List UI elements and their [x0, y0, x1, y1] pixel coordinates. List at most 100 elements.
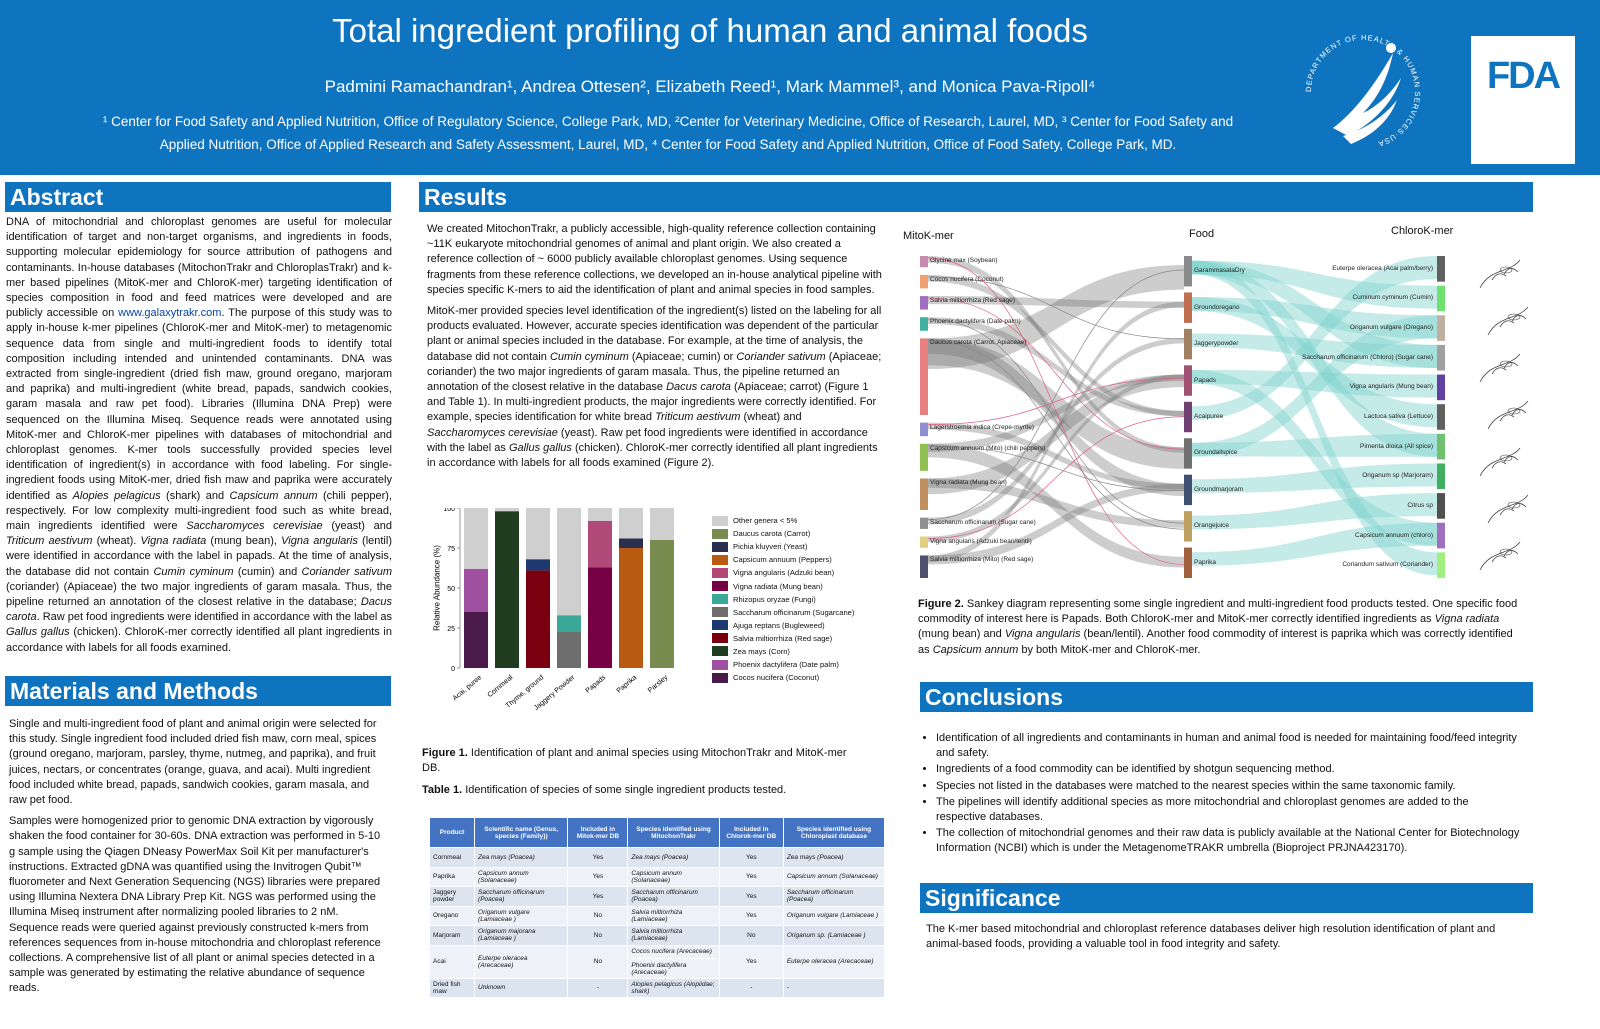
table-cell: Alopies pelagicus (Alopiidae; shark) [627, 977, 720, 998]
bar-segment [526, 559, 550, 571]
table-cell: No [567, 905, 629, 926]
table-cell: Origanum sp. (Lamiaceae ) [782, 925, 886, 946]
sankey-chlorokmer-flow [1192, 260, 1437, 309]
table-row: Acai Euterpe oleracea (Arecaceae) No Cocos … [428, 944, 886, 979]
table-cell: Paprika [428, 866, 476, 887]
plant-sketch [1499, 548, 1513, 556]
abstract-text: . The purpose of this study was to apply… [6, 307, 392, 502]
species-name: Coriander sativum [736, 350, 826, 363]
galaxytrakr-link[interactable]: www.galaxytrakr.com [118, 307, 222, 320]
sankey-node-label: Groundmarjoram [1194, 485, 1244, 493]
sankey-node-label: Pimenta dioica (All spice) [1360, 442, 1433, 450]
sankey-chlorokmer-node [1437, 404, 1445, 430]
legend-swatch [712, 581, 728, 592]
sankey-food-node [1184, 328, 1192, 360]
legend-swatch [712, 554, 728, 565]
table-cell: Salvia miltiorrhiza (Lamiaceae) [627, 925, 720, 946]
table-header-cell: Included in Mitok-mer DB [567, 817, 629, 848]
conclusion-item: The pipelines will identify additional s… [936, 795, 1520, 825]
legend-item: Cocos nucifera (Coconut) [712, 671, 892, 684]
sankey-chlorokmer-node [1437, 344, 1445, 371]
legend-item: Saccharum officinarum (Sugarcane) [712, 606, 892, 619]
legend-item: Vigna angularis (Adzuki bean) [712, 566, 892, 579]
sankey-mitokmer-node [920, 536, 928, 548]
author-list: Padmini Ramachandran¹, Andrea Ottesen², … [324, 77, 1096, 96]
caption-label: Table 1. [422, 784, 463, 796]
results-paragraph: MitoK-mer provided species level identif… [427, 304, 882, 471]
table-cell: Dried fish maw [428, 977, 476, 998]
table-cell: Yes [567, 886, 629, 907]
sankey-node-label: Groundallspice [1194, 449, 1238, 457]
caption-text: Sankey diagram representing some single … [918, 598, 1518, 626]
table-cell: Yes [718, 944, 784, 979]
plant-sketch [1499, 266, 1513, 274]
sankey-food-node [1184, 365, 1192, 396]
table-header-cell: Included in Chlorok-mer DB [718, 817, 784, 848]
bar-segment [557, 508, 581, 616]
sankey-chlorokmer-flow [1192, 433, 1437, 457]
plant-sketch [1487, 400, 1529, 430]
sankey-mitokmer-node [920, 517, 928, 529]
sankey-thin-flow [927, 445, 1185, 492]
abstract-text: (mung bean), [206, 535, 282, 548]
sankey-node-label: Origanum vulgare (Oregano) [1349, 324, 1433, 332]
table-cell: Euterpe oleracea (Arecaceae) [474, 944, 569, 979]
conclusions-list: Identification of all ingredients and co… [920, 731, 1520, 858]
table-row: Oregano Origanum vulgare (Lamiaceae ) No Sa… [428, 905, 886, 926]
plant-sketch [1507, 313, 1521, 321]
sankey-node-label: Citrus sp [1407, 501, 1433, 509]
table-cell: Capsicum annum (Solanaceae) [782, 866, 886, 887]
abstract-text: (wheat). [92, 535, 141, 548]
sankey-chlorokmer-flow [1192, 463, 1437, 493]
results-text: (Apiaceae; coriander) the two major ingr… [427, 350, 882, 394]
results-text: (yeast). Raw pet food ingredients were i… [427, 426, 868, 454]
species-name: Dacus carota [6, 596, 392, 624]
species-name: Vigna angularis [1004, 628, 1081, 641]
sankey-mitokmer-node [920, 422, 928, 437]
table-cell: Oregano [428, 905, 476, 926]
y-tick-label: 0 [451, 666, 455, 673]
sankey-mitokmer-flow [928, 443, 1184, 568]
sankey-chlorokmer-node [1437, 374, 1445, 401]
species-name: Saccharomyces cerevisiae [427, 426, 558, 439]
species-name: Cumin cyminum [153, 565, 234, 578]
affiliation-line-2: Applied Nutrition, Office of Applied Res… [159, 137, 1177, 152]
sankey-mitokmer-node [920, 555, 928, 578]
table-row: Dried fish maw Unknown - Alopies pelagicus … [428, 977, 886, 998]
poster-title: Total ingredient profiling of human and … [332, 12, 1088, 49]
sankey-node-label: Coriandum sativum (Coriander) [1342, 561, 1433, 569]
species-name: Gallus gallus [508, 441, 572, 454]
sankey-node-label: Vigna radiata (Mung bean) [930, 479, 1007, 487]
bar-segment [588, 520, 612, 568]
sankey-thin-flow [927, 276, 1185, 340]
bar-segment [557, 615, 581, 632]
legend-swatch [712, 541, 728, 552]
table-cell: Yes [567, 847, 629, 868]
species-name: Vigna radiata [140, 535, 207, 548]
plant-sketch [1479, 353, 1521, 383]
sankey-chlorokmer-node [1437, 315, 1445, 341]
table-cell: No [718, 925, 784, 946]
results-text: (wheat) and [740, 411, 802, 424]
table-cell: Origanum vulgare (Lamiaceae ) [782, 905, 886, 926]
sankey-chlorokmer-flow [1192, 369, 1437, 398]
sankey-node-label: Saccharum officinarum (Sugar cane) [930, 518, 1036, 526]
legend-label: Rhizopus oryzae (Fungi) [733, 594, 816, 604]
sankey-node-label: Cuminum cyminum (Cumin) [1352, 294, 1433, 302]
table-cell: Unknown [474, 977, 569, 998]
figure1-caption: Figure 1. Identification of plant and an… [422, 746, 862, 776]
legend-item: Vigna radiata (Mung bean) [712, 579, 892, 592]
table-cell: Yes [718, 847, 784, 868]
sankey-food-node [1184, 511, 1192, 542]
sankey-food-node [1184, 292, 1192, 323]
table-cell: - [567, 977, 629, 998]
legend-label: Vigna radiata (Mung bean) [733, 581, 823, 591]
plant-sketch [1479, 259, 1521, 289]
sankey-food-node [1184, 401, 1192, 433]
sankey-thin-flow [927, 257, 1185, 565]
results-paragraph: We created MitochonTrakr, a publicly acc… [427, 223, 882, 296]
sankey-chlorokmer-flow [1192, 369, 1437, 546]
table-header-cell: Species identified using MitochonTrakr [627, 817, 720, 848]
legend-item: Salvia miltiorrhiza (Red sage) [712, 632, 892, 645]
species-name: Capsicum annum [229, 489, 318, 502]
